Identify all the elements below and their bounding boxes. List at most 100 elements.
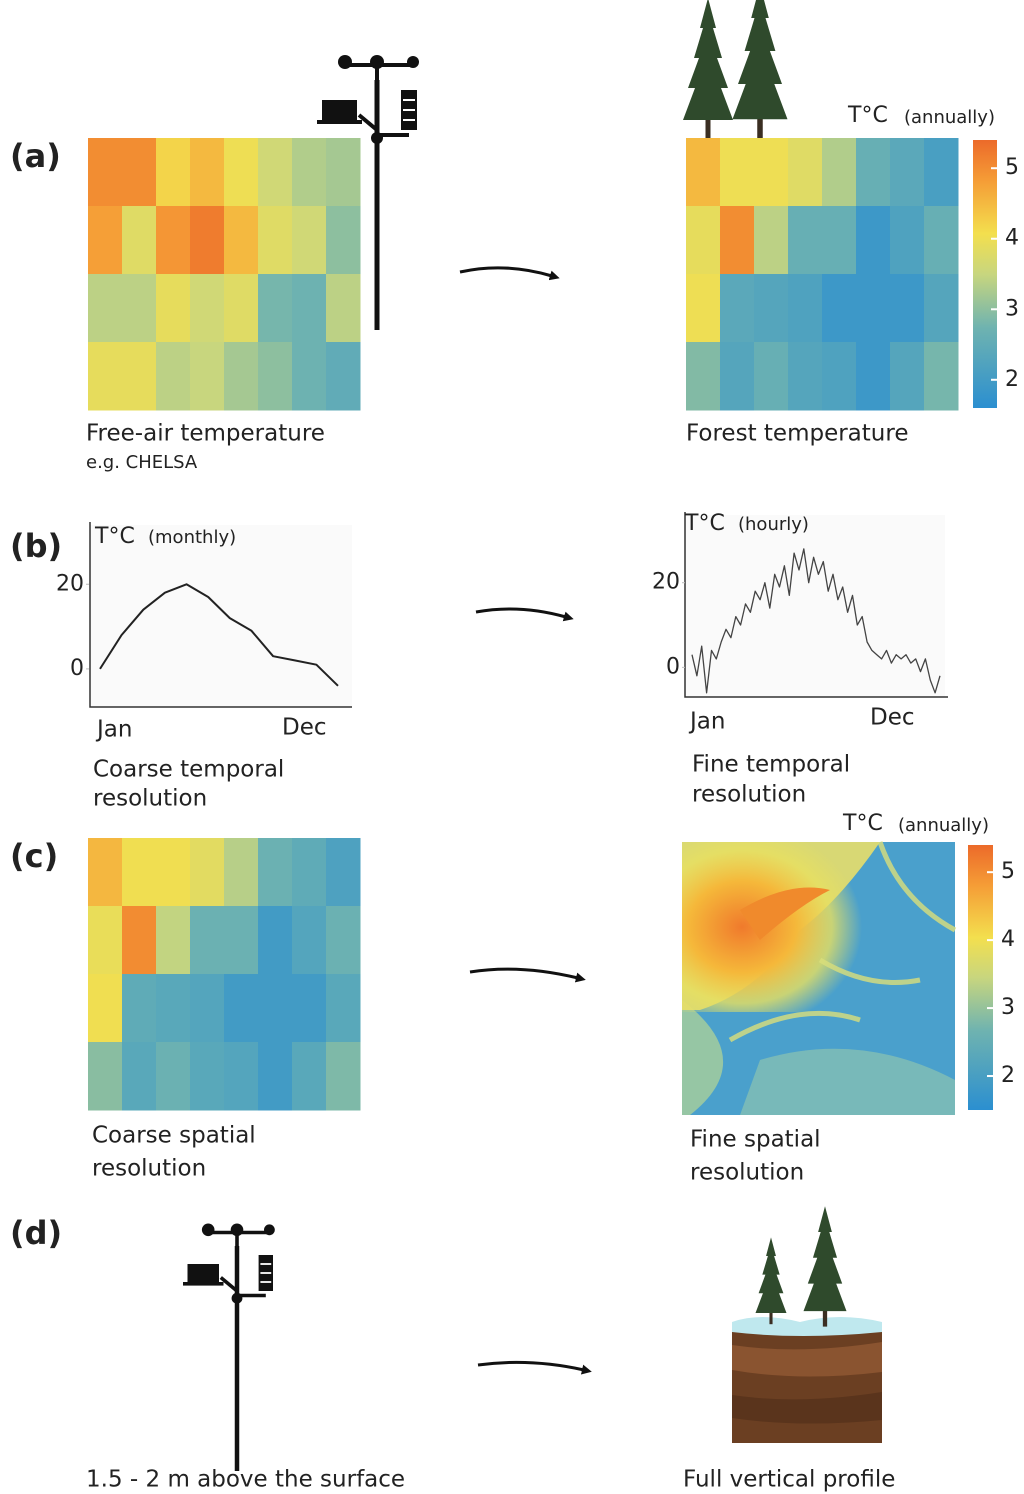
heatmap-cell	[292, 342, 327, 411]
heatmap-cell	[88, 206, 123, 275]
heatmap-cell	[190, 1042, 225, 1111]
heatmap-cell	[190, 206, 225, 275]
caption: resolution	[92, 1156, 206, 1182]
heatmap-cell	[122, 342, 157, 411]
x-label: Jan	[95, 717, 132, 743]
y-tick-label: 0	[70, 656, 84, 681]
heatmap-cell	[326, 342, 361, 411]
colorbar-unit: T°C	[842, 811, 883, 836]
heatmap-cell	[292, 906, 327, 975]
heatmap-cell	[88, 906, 123, 975]
caption: Forest temperature	[686, 421, 908, 447]
heatmap-cell	[122, 1042, 157, 1111]
heatmap-cell	[326, 274, 361, 343]
heatmap-cell	[754, 138, 789, 207]
colorbar-period: (annually)	[898, 815, 989, 836]
caption: resolution	[692, 782, 806, 808]
heatmap-cell	[122, 974, 157, 1043]
colorbar-tick-label: 5	[1001, 859, 1015, 884]
y-tick-label: 20	[56, 571, 84, 596]
caption: e.g. CHELSA	[86, 452, 198, 473]
tree-icon	[683, 0, 733, 138]
heatmap-cell	[224, 974, 259, 1043]
heatmap-cell	[122, 206, 157, 275]
heatmap-cell	[292, 138, 327, 207]
temperature-line	[691, 548, 941, 694]
caption: Full vertical profile	[683, 1467, 895, 1493]
heatmap-cell	[326, 838, 361, 907]
panel-label: (b)	[10, 527, 62, 565]
tree-icon	[732, 0, 788, 139]
heatmap-cell	[224, 906, 259, 975]
heatmap-cell	[890, 274, 925, 343]
heatmap-cell	[224, 342, 259, 411]
heatmap-cell	[754, 206, 789, 275]
y-tick-label: 0	[666, 654, 680, 679]
heatmap-cell	[190, 342, 225, 411]
heatmap-cell	[890, 206, 925, 275]
heatmap-cell	[156, 838, 191, 907]
panel-label: (d)	[10, 1214, 62, 1252]
heatmap-cell	[224, 838, 259, 907]
heatmap-cell	[326, 906, 361, 975]
heatmap-cell	[88, 838, 123, 907]
heatmap-cell	[224, 274, 259, 343]
caption: Fine spatial	[690, 1127, 821, 1153]
heatmap-cell	[856, 342, 891, 411]
heatmap-cell	[258, 342, 293, 411]
colorbar-unit: T°C	[847, 103, 888, 128]
heatmap-cell	[924, 342, 959, 411]
heatmap-cell	[156, 974, 191, 1043]
heatmap-cell	[258, 906, 293, 975]
caption: resolution	[93, 786, 207, 812]
heatmap-cell	[686, 274, 721, 343]
heatmap-cell	[856, 274, 891, 343]
colorbar-tick-label: 3	[1001, 995, 1015, 1020]
weather-station-icon	[181, 1221, 277, 1473]
heatmap-cell	[292, 838, 327, 907]
heatmap-cell	[258, 838, 293, 907]
heatmap-cell	[788, 206, 823, 275]
heatmap-cell	[88, 1042, 123, 1111]
heatmap-cell	[686, 206, 721, 275]
heatmap-cell	[822, 274, 857, 343]
heatmap-cell	[292, 274, 327, 343]
x-label: Dec	[870, 705, 915, 731]
arrow	[477, 1360, 592, 1375]
y-tick-label: 20	[652, 570, 680, 595]
heatmap-cell	[156, 206, 191, 275]
axis-unit: T°C	[684, 511, 725, 536]
axis-unit: T°C	[94, 524, 135, 549]
colorbar-period: (annually)	[904, 107, 995, 128]
plot-area	[685, 515, 945, 697]
heatmap-cell	[822, 138, 857, 207]
heatmap-cell	[686, 138, 721, 207]
heatmap-cell	[292, 1042, 327, 1111]
heatmap-cell	[788, 342, 823, 411]
colorbar-tick-label: 2	[1001, 1063, 1015, 1088]
heatmap-cell	[122, 274, 157, 343]
caption: Coarse temporal	[93, 757, 284, 783]
colorbar-tick-label: 4	[1005, 226, 1019, 251]
colorbar	[968, 845, 993, 1110]
heatmap-cell	[190, 974, 225, 1043]
heatmap-cell	[88, 974, 123, 1043]
heatmap-cell	[258, 138, 293, 207]
heatmap-cell	[88, 138, 123, 207]
heatmap-cell	[856, 206, 891, 275]
arrow	[459, 266, 560, 281]
heatmap-cell	[156, 342, 191, 411]
heatmap-cell	[292, 974, 327, 1043]
heatmap-cell	[856, 138, 891, 207]
heatmap-cell	[720, 342, 755, 411]
x-label: Dec	[282, 715, 327, 741]
axis-period: (monthly)	[148, 527, 236, 548]
caption: Coarse spatial	[92, 1123, 256, 1149]
heatmap-cell	[686, 342, 721, 411]
heatmap-cell	[88, 274, 123, 343]
heatmap-cell	[788, 274, 823, 343]
heatmap-cell	[156, 138, 191, 207]
heatmap-cell	[224, 138, 259, 207]
